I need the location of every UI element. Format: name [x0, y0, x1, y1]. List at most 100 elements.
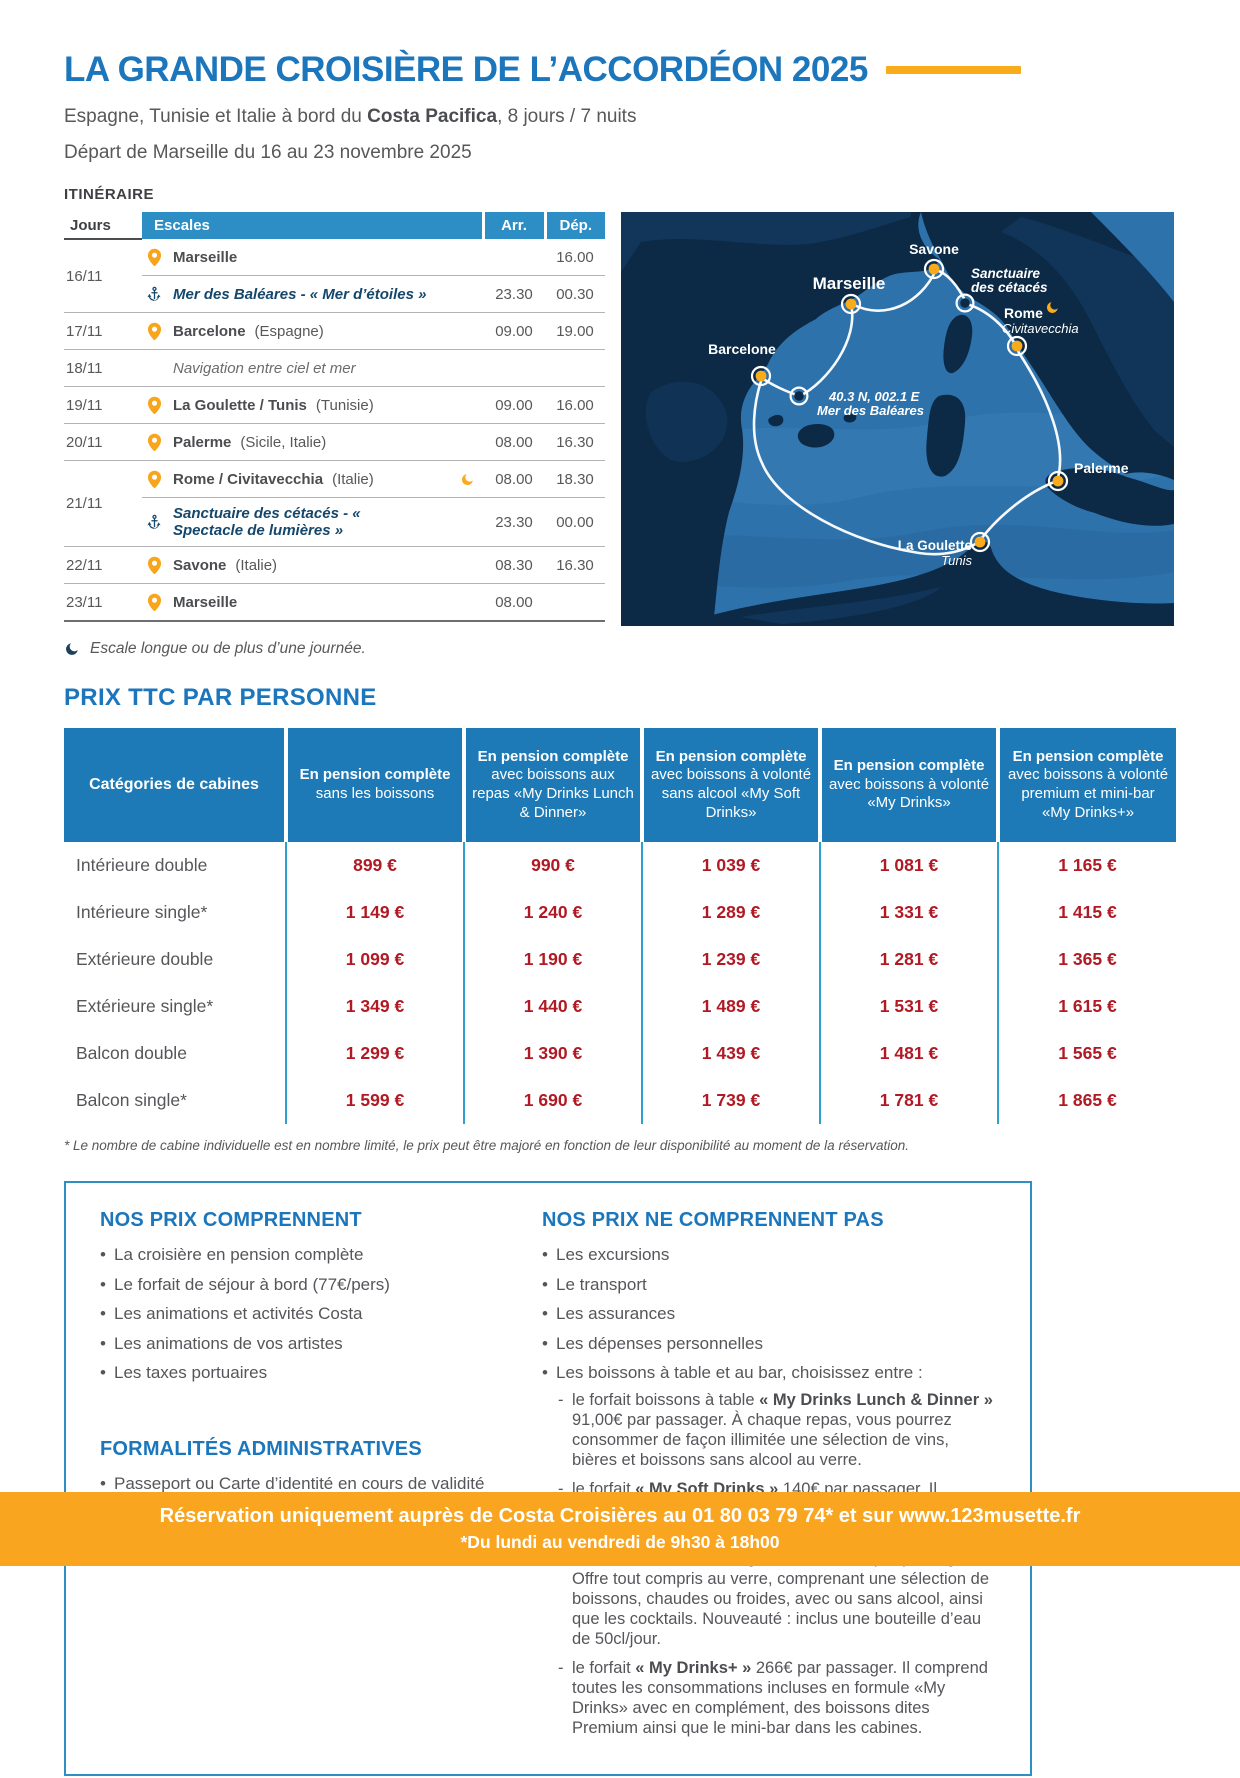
moon-icon	[64, 641, 80, 657]
option-pre: le forfait boissons à table	[572, 1390, 760, 1409]
map-land-france-spain	[621, 212, 939, 626]
price-value: 990 €	[463, 842, 642, 889]
arr-time: 08.00	[483, 460, 545, 498]
ship-name: Costa Pacifica	[367, 106, 498, 127]
list-item: Les assurances	[542, 1301, 996, 1327]
stop-name: Rome / Civitavecchia	[173, 470, 324, 488]
not-included-title: NOS PRIX NE COMPRENNENT PAS	[542, 1209, 884, 1231]
col-bold: En pension complète	[477, 747, 629, 765]
price-value: 1 489 €	[641, 983, 820, 1030]
map-label-sanctuaire-1: Sanctuaire	[971, 266, 1041, 281]
pin-icon	[144, 433, 164, 452]
prices-col-categories: Catégories de cabines	[64, 728, 286, 842]
map-label-rome: Rome	[1004, 305, 1043, 321]
pin-icon	[144, 248, 164, 267]
day-cell: 17/11	[64, 312, 142, 350]
arr-time: 09.00	[483, 386, 545, 424]
reservation-footer: Réservation uniquement auprès de Costa C…	[0, 1492, 1240, 1566]
option-bold: « My Drinks+ »	[635, 1659, 752, 1677]
not-included-column: NOS PRIX NE COMPRENNENT PAS Les excursio…	[542, 1209, 996, 1748]
itinerary-row: 23/11 Marseille 08.00	[64, 583, 605, 622]
itinerary-row: Sanctuaire des cétacés - « Spectacle de …	[64, 497, 605, 547]
price-row: Intérieure double 899 € 990 € 1 039 € 1 …	[64, 842, 1176, 889]
prices-col-1: En pension complète sans les boissons	[284, 728, 464, 842]
price-value: 1 781 €	[819, 1077, 998, 1124]
itinerary-row: 21/11 Rome / Civitavecchia (Italie) 08.00…	[64, 460, 605, 547]
list-item: Les boissons à table et au bar, choisiss…	[542, 1360, 996, 1386]
itinerary-legend: Escale longue ou de plus d’une journée.	[64, 640, 605, 658]
cabin-category: Extérieure double	[76, 949, 214, 969]
dep-time: 16.00	[556, 248, 594, 266]
included-column: NOS PRIX COMPRENNENT La croisière en pen…	[100, 1209, 500, 1748]
itinerary-header-row: Jours Escales Arr. Dép.	[64, 212, 605, 240]
price-value: 1 099 €	[285, 936, 464, 983]
list-item: Les dépenses personnelles	[542, 1331, 996, 1357]
price-value: 1 149 €	[285, 889, 464, 936]
price-value: 1 690 €	[463, 1077, 642, 1124]
price-row: Intérieure single* 1 149 € 1 240 € 1 289…	[64, 889, 1176, 936]
prices-col-4: En pension complète avec boissons à volon…	[818, 728, 998, 842]
price-value: 1 565 €	[997, 1030, 1176, 1077]
price-row: Extérieure single* 1 349 € 1 440 € 1 489…	[64, 983, 1176, 1030]
route-map: Savone Marseille Sanctuaire des cétacés …	[621, 212, 1176, 626]
arr-time: 08.30	[483, 546, 545, 584]
cabin-category: Intérieure single*	[76, 902, 208, 922]
prices-col-5: En pension complète avec boissons à volon…	[996, 728, 1176, 842]
stop-name: Marseille	[173, 593, 238, 611]
day-cell: 18/11	[64, 349, 142, 387]
subtitle-pre: Espagne, Tunisie et Italie à bord du	[64, 106, 368, 127]
price-value: 1 390 €	[463, 1030, 642, 1077]
stop-name: Savone	[173, 556, 227, 574]
pin-icon	[144, 396, 164, 415]
option-post: 91,00€ par passager. À chaque repas, vou…	[572, 1410, 952, 1469]
list-item: Les animations et activités Costa	[100, 1301, 500, 1327]
itinerary-section-title: ITINÉRAIRE	[64, 186, 155, 203]
map-balearics	[768, 413, 857, 448]
itinerary-table-column: Jours Escales Arr. Dép. 16/11 Marseille …	[64, 212, 605, 658]
formalities-list: Passeport ou Carte d’identité en cours d…	[100, 1471, 500, 1497]
list-item: Le forfait de séjour à bord (77€/pers)	[100, 1272, 500, 1298]
day-cell: 21/11	[64, 460, 142, 547]
map-sardinia	[926, 394, 966, 477]
itinerary-row: Mer des Baléares - « Mer d’étoiles » 23.…	[64, 275, 605, 313]
map-svg: Savone Marseille Sanctuaire des cétacés …	[621, 212, 1174, 626]
option-post: 266€ par passager. Il comprend toutes le…	[572, 1659, 988, 1738]
cabin-category: Balcon double	[76, 1043, 187, 1063]
title-accent-rule	[885, 66, 1021, 74]
price-row: Extérieure double 1 099 € 1 190 € 1 239 …	[64, 936, 1176, 983]
price-value: 899 €	[285, 842, 464, 889]
port-dot-savone	[923, 258, 945, 280]
waypoint-dot-sanctuaire	[955, 293, 975, 313]
itinerary-table: Jours Escales Arr. Dép. 16/11 Marseille …	[64, 212, 605, 622]
price-value: 1 165 €	[997, 842, 1176, 889]
day-cell: 16/11	[66, 267, 103, 285]
pin-icon	[144, 556, 164, 575]
prices-section-title: PRIX TTC PAR PERSONNE	[64, 684, 377, 711]
conditions-box: NOS PRIX COMPRENNENT La croisière en pen…	[64, 1181, 1032, 1776]
itinerary-row: 16/11 Marseille 16.00	[64, 239, 605, 285]
price-value: 1 240 €	[463, 889, 642, 936]
price-value: 1 081 €	[819, 842, 998, 889]
map-label-baleares-coords: 40.3 N, 002.1 E	[828, 389, 920, 404]
price-value: 1 615 €	[997, 983, 1176, 1030]
price-value: 1 299 €	[285, 1030, 464, 1077]
list-item: Les excursions	[542, 1242, 996, 1268]
port-dot-la-goulette	[969, 531, 991, 553]
map-label-barcelone: Barcelone	[708, 341, 776, 357]
drink-option: le forfait boissons à table « My Drinks …	[542, 1390, 996, 1471]
formalities-title: FORMALITÉS ADMINISTRATIVES	[100, 1437, 422, 1460]
prices-footnote: * Le nombre de cabine individuelle est e…	[64, 1138, 909, 1153]
port-dot-palerme	[1047, 470, 1069, 492]
footer-reservation-line: Réservation uniquement auprès de Costa C…	[159, 1505, 1081, 1527]
page-title: LA GRANDE CROISIÈRE DE L’ACCORDÉON 2025	[64, 50, 868, 89]
stop-country: (Tunisie)	[315, 396, 374, 414]
price-value: 1 481 €	[819, 1030, 998, 1077]
price-value: 1 599 €	[285, 1077, 464, 1124]
dep-time: 16.30	[545, 423, 605, 461]
map-corsica	[943, 314, 973, 374]
arr-time: 23.30	[483, 497, 545, 547]
day-cell: 19/11	[64, 386, 142, 424]
waypoint-dot-baleares	[789, 386, 809, 406]
departure-line: Départ de Marseille du 16 au 23 novembre…	[64, 142, 472, 163]
